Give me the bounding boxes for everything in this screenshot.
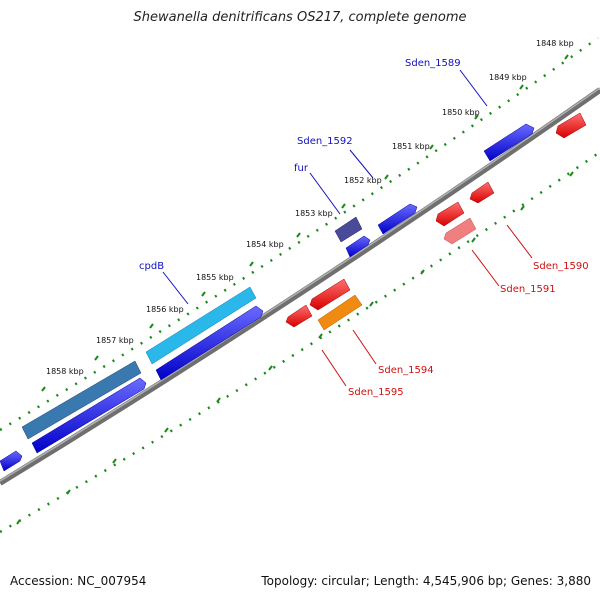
gene-label-sden-1592[interactable]: Sden_1592 bbox=[297, 136, 353, 147]
gene-label-sden-1594[interactable]: Sden_1594 bbox=[378, 365, 434, 376]
tick-label-1850: 1850 kbp bbox=[442, 108, 480, 117]
tick-label-1848: 1848 kbp bbox=[536, 39, 574, 48]
gene-arrow-steelblue[interactable] bbox=[21, 360, 142, 440]
map-title: Shewanella denitrificans OS217, complete… bbox=[133, 10, 467, 25]
gene-arrow-edge-blue[interactable] bbox=[0, 450, 23, 472]
gene-label-sden-1589[interactable]: Sden_1589 bbox=[405, 58, 461, 69]
accession-text: Accession: NC_007954 bbox=[10, 574, 147, 588]
gene-arrow-sden-1594[interactable] bbox=[317, 294, 363, 331]
label-leader-lines bbox=[162, 69, 533, 387]
tick-labels: 1848 kbp 1849 kbp 1850 kbp 1851 kbp 1852… bbox=[46, 39, 574, 376]
gene-arrow-cpdB[interactable] bbox=[145, 286, 257, 365]
lower-major-ticks bbox=[16, 171, 574, 525]
gene-label-cpdB[interactable]: cpdB bbox=[139, 261, 164, 272]
gene-arrow-sden-1590[interactable] bbox=[435, 201, 465, 227]
gene-arrow-sden-1595[interactable] bbox=[285, 304, 313, 328]
gene-arrow-red-2[interactable] bbox=[309, 278, 351, 311]
tick-label-1849: 1849 kbp bbox=[489, 73, 527, 82]
gene-arrow-red-1[interactable] bbox=[469, 181, 495, 204]
gene-labels: Sden_1589 Sden_1592 fur cpdB Sden_1590 S… bbox=[139, 58, 589, 398]
tick-label-1854: 1854 kbp bbox=[246, 240, 284, 249]
genome-summary-text: Topology: circular; Length: 4,545,906 bp… bbox=[261, 574, 591, 588]
tick-label-1852: 1852 kbp bbox=[344, 176, 382, 185]
tick-label-1858: 1858 kbp bbox=[46, 367, 84, 376]
gene-arrow-sden-1591[interactable] bbox=[443, 217, 477, 245]
tick-label-1853: 1853 kbp bbox=[295, 209, 333, 218]
tick-label-1855: 1855 kbp bbox=[196, 273, 234, 282]
gene-arrow-near-1592[interactable] bbox=[377, 203, 418, 235]
gene-arrow-fur[interactable] bbox=[334, 216, 363, 243]
tick-label-1856: 1856 kbp bbox=[146, 305, 184, 314]
gene-arrow-red-top-right[interactable] bbox=[555, 112, 587, 139]
tick-label-1857: 1857 kbp bbox=[96, 336, 134, 345]
upper-major-ticks bbox=[41, 54, 569, 392]
upper-tick-track bbox=[0, 36, 599, 432]
genome-backbone bbox=[0, 87, 600, 486]
gene-arrow-below-cpdB[interactable] bbox=[155, 305, 264, 381]
gene-arrow-small-forward[interactable] bbox=[345, 235, 371, 258]
reverse-strand-genes bbox=[285, 112, 587, 331]
gene-arrow-left-blue[interactable] bbox=[31, 377, 147, 454]
tick-label-1851: 1851 kbp bbox=[392, 142, 430, 151]
gene-label-sden-1595[interactable]: Sden_1595 bbox=[348, 387, 404, 398]
gene-label-sden-1591[interactable]: Sden_1591 bbox=[500, 284, 556, 295]
gene-label-sden-1590[interactable]: Sden_1590 bbox=[533, 261, 589, 272]
gene-label-fur[interactable]: fur bbox=[294, 163, 309, 174]
forward-strand-genes bbox=[0, 123, 535, 472]
gene-arrow-sden-1589[interactable] bbox=[483, 123, 535, 162]
